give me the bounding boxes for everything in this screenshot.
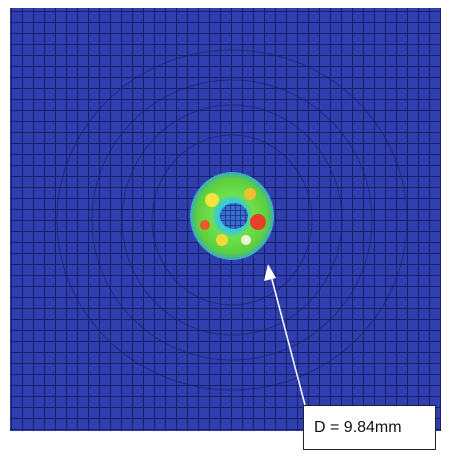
hot-spot	[205, 193, 219, 207]
simulation-view	[0, 0, 451, 456]
hot-spot	[241, 235, 251, 245]
screenshot: D = 9.84mm	[0, 0, 451, 456]
hole	[220, 203, 248, 229]
dimension-label: D = 9.84mm	[303, 405, 436, 450]
hot-spot	[216, 234, 228, 246]
hot-spot	[200, 220, 210, 230]
hot-spot	[244, 188, 256, 200]
hot-spot	[250, 214, 266, 230]
deformation-zone	[190, 172, 274, 260]
